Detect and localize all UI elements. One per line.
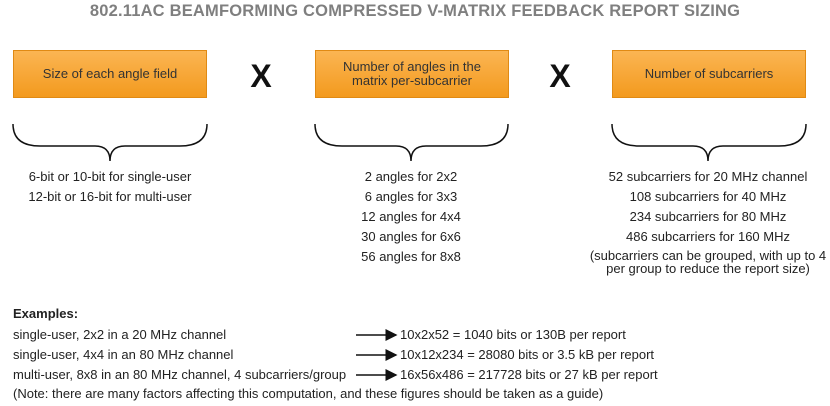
factor-details: 2 angles for 2x2 6 angles for 3x3 12 angle… xyxy=(291,167,531,267)
detail-line: 2 angles for 2x2 xyxy=(364,169,458,184)
example-result: 10x2x52 = 1040 bits or 130B per report xyxy=(400,327,626,342)
brace xyxy=(12,123,208,162)
factor-box: Number of subcarriers xyxy=(612,50,806,98)
operator: X xyxy=(549,58,571,94)
example-result: 10x12x234 = 28080 bits or 3.5 kB per rep… xyxy=(400,347,655,362)
detail-line: 108 subcarriers for 40 MHz xyxy=(629,189,787,204)
detail-line: 56 angles for 8x8 xyxy=(361,249,461,264)
example-case: single-user, 4x4 in an 80 MHz channel xyxy=(13,347,234,362)
factor-details: 6-bit or 10-bit for single-user 12-bit or… xyxy=(0,167,230,207)
detail-line: 30 angles for 6x6 xyxy=(361,229,461,244)
detail-line: 12 angles for 4x4 xyxy=(361,209,461,224)
factor-box: Number of angles in the matrix per-subca… xyxy=(315,50,509,98)
brace xyxy=(314,123,509,162)
examples-heading: Examples: xyxy=(13,306,79,321)
detail-line: 52 subcarriers for 20 MHz channel xyxy=(608,169,808,184)
detail-line: 486 subcarriers for 160 MHz xyxy=(625,229,790,244)
detail-note: (subcarriers can be grouped, with up to … xyxy=(589,248,827,276)
detail-line: 234 subcarriers for 80 MHz xyxy=(629,209,787,224)
detail-line: 12-bit or 16-bit for multi-user xyxy=(28,189,192,204)
operator: X xyxy=(250,58,272,94)
detail-line: 6-bit or 10-bit for single-user xyxy=(28,169,192,184)
example-case: single-user, 2x2 in a 20 MHz channel xyxy=(13,327,227,342)
example-note: (Note: there are many factors affecting … xyxy=(13,386,604,401)
title: 802.11AC BEAMFORMING COMPRESSED V-MATRIX… xyxy=(89,2,741,20)
factor-box: Size of each angle field xyxy=(13,50,207,98)
example-case: multi-user, 8x8 in an 80 MHz channel, 4 … xyxy=(13,367,347,382)
example-result: 16x56x486 = 217728 bits or 27 kB per rep… xyxy=(400,367,658,382)
factor-details: 52 subcarriers for 20 MHz channel 108 sub… xyxy=(583,167,830,275)
detail-line: 6 angles for 3x3 xyxy=(364,189,458,204)
brace xyxy=(611,123,807,162)
